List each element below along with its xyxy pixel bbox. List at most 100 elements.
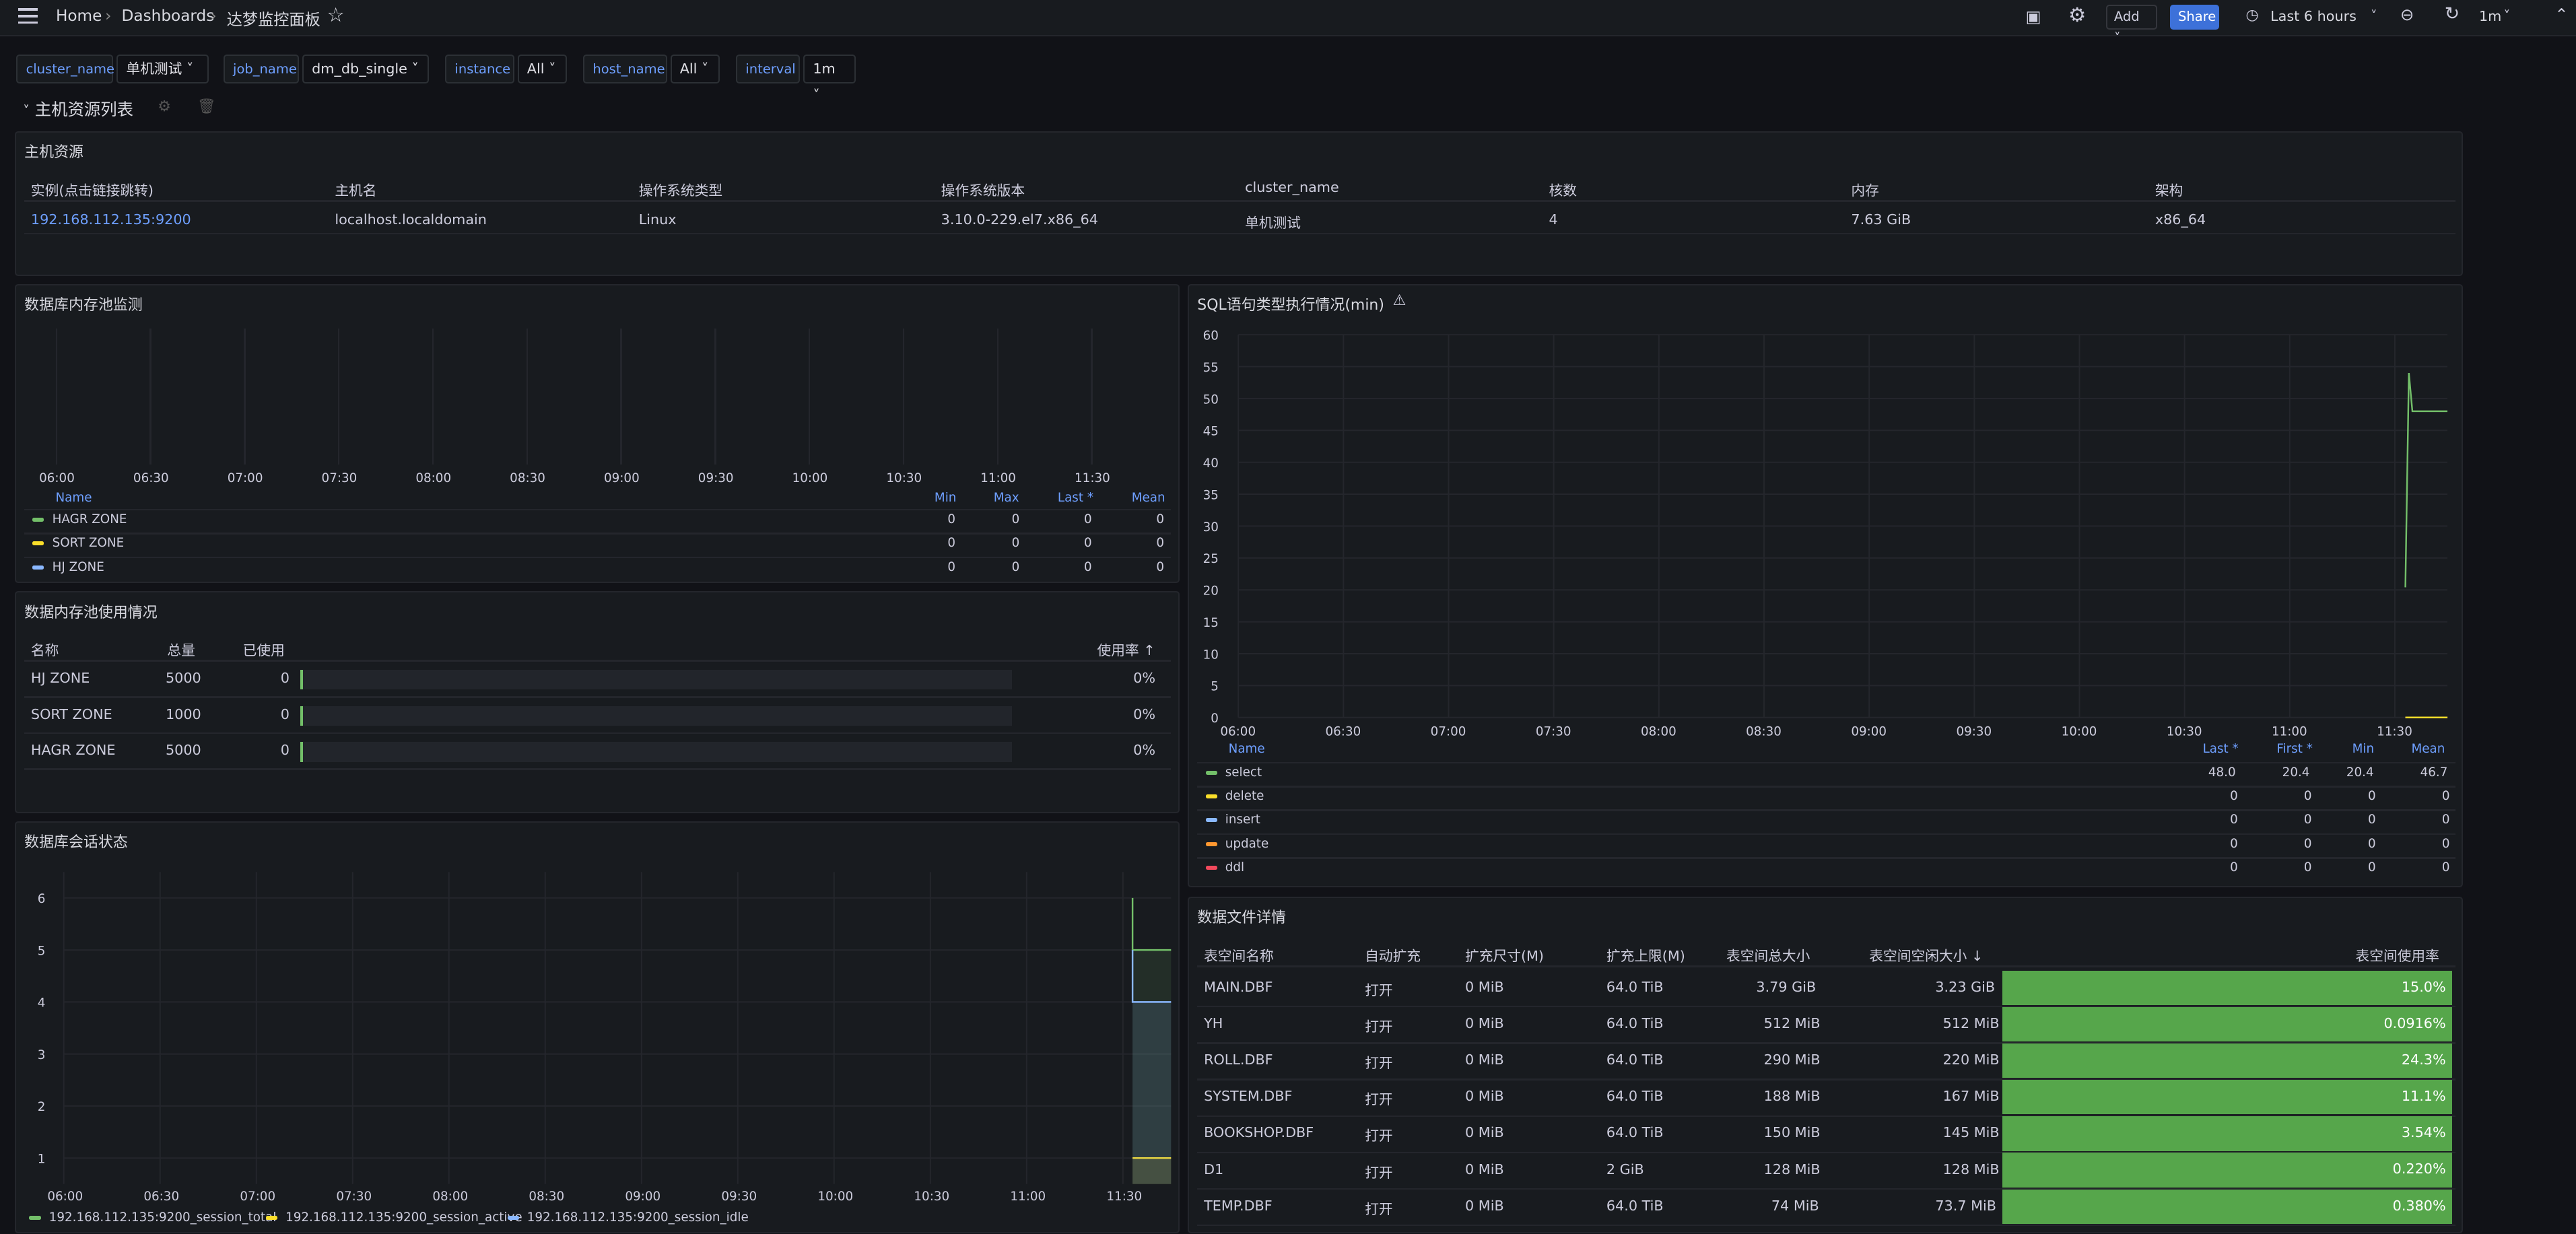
time-range-picker[interactable]: Last 6 hours: [2270, 8, 2357, 25]
x-tick-label: 06:30: [143, 1190, 179, 1204]
legend-value-min: 0: [947, 536, 956, 551]
legend-name: 192.168.112.135:9200_session_total: [48, 1210, 277, 1225]
legend-item[interactable]: HJ ZONE: [32, 560, 1171, 580]
row-header[interactable]: ˅ 主机资源列表: [23, 97, 133, 121]
column-header[interactable]: 表空间使用率: [2355, 947, 2439, 964]
session-chart[interactable]: 6 5 4 3 2 1 06:00 06:30 07:00 07:30 08:00 08:30 09:0…: [16, 823, 1181, 1234]
host-resource-panel: 主机资源 实例(点击链接跳转) 主机名 操作系统类型 操作系统版本 cluste…: [14, 131, 2463, 276]
legend-header-mean[interactable]: Mean: [2411, 742, 2445, 757]
refresh-interval-picker[interactable]: 1m: [2478, 8, 2502, 25]
row-divider: [1197, 833, 2456, 835]
legend-item[interactable]: delete: [1205, 789, 2454, 809]
column-header[interactable]: 主机名: [335, 182, 377, 199]
column-header[interactable]: 表空间空闲大小 ↓: [1869, 947, 1984, 964]
column-header[interactable]: 核数: [1549, 182, 1577, 199]
x-tick-label: 08:00: [415, 471, 452, 485]
column-header[interactable]: 扩充尺寸(M): [1465, 947, 1545, 964]
column-header[interactable]: 自动扩充: [1365, 947, 1421, 964]
chevron-down-icon[interactable]: ˅: [2503, 8, 2511, 24]
legend-value-last: 0: [2230, 813, 2238, 827]
legend-header-last[interactable]: Last *: [1057, 491, 1093, 506]
refresh-icon[interactable]: ↻: [2444, 3, 2460, 24]
series-area: [1132, 1158, 1172, 1184]
column-header[interactable]: 扩充上限(M): [1606, 947, 1685, 964]
star-icon[interactable]: ☆: [327, 3, 345, 26]
table-cell: 3.23 GiB: [1935, 978, 1996, 995]
column-header[interactable]: 表空间总大小: [1726, 947, 1810, 964]
var-select-job-name[interactable]: dm_db_single ˅: [302, 54, 429, 84]
table-cell: 0%: [1133, 706, 1156, 722]
column-header[interactable]: 操作系统版本: [941, 182, 1025, 199]
legend-name: 192.168.112.135:9200_session_active: [285, 1210, 522, 1225]
legend-header-min[interactable]: Min: [2352, 742, 2375, 757]
grid-line: [526, 328, 528, 465]
chevron-down-icon[interactable]: ˅: [2370, 8, 2377, 24]
legend-item[interactable]: update: [1205, 836, 2454, 856]
column-header[interactable]: 名称: [30, 642, 59, 658]
table-cell: 单机测试: [1245, 215, 1301, 232]
legend-value-last: 0: [1083, 559, 1092, 574]
var-select-host-name[interactable]: All ˅: [670, 54, 720, 84]
column-header[interactable]: 总量: [167, 642, 195, 658]
legend-item[interactable]: 192.168.112.135:9200_session_total: [29, 1210, 276, 1225]
legend-header-first[interactable]: First *: [2276, 742, 2313, 757]
share-button[interactable]: Share: [2170, 5, 2220, 30]
legend-value-min: 0: [947, 559, 956, 574]
var-select-instance[interactable]: All ˅: [517, 54, 567, 84]
legend-item[interactable]: select: [1205, 765, 2454, 785]
row-settings-icon[interactable]: ⚙: [158, 98, 171, 116]
breadcrumb-home[interactable]: Home: [55, 6, 102, 25]
grid-line: [149, 328, 151, 465]
settings-icon[interactable]: ⚙: [2068, 3, 2087, 26]
legend-item[interactable]: SORT ZONE: [32, 536, 1171, 555]
column-header[interactable]: 使用率 ↑: [1097, 642, 1155, 658]
menu-icon[interactable]: [18, 7, 38, 24]
var-label-cluster-name: cluster_name: [16, 54, 114, 84]
legend-header-min[interactable]: Min: [934, 491, 957, 506]
legend-header-name[interactable]: Name: [1228, 742, 1265, 757]
column-header[interactable]: 操作系统类型: [638, 182, 723, 199]
legend-name: update: [1225, 836, 1269, 851]
column-header[interactable]: 实例(点击链接跳转): [30, 182, 154, 199]
table-cell: 73.7 MiB: [1935, 1197, 1996, 1214]
legend-header-name[interactable]: Name: [55, 491, 92, 506]
var-select-interval[interactable]: 1m ˅: [803, 54, 856, 103]
row-delete-icon[interactable]: 🗑: [197, 98, 216, 116]
legend-item[interactable]: HAGR ZONE: [32, 512, 1171, 532]
y-tick-label: 5: [38, 944, 46, 958]
x-tick-label: 08:30: [1746, 725, 1782, 739]
column-header[interactable]: 架构: [2155, 182, 2183, 199]
add-button[interactable]: Add ˅: [2106, 5, 2157, 46]
column-header[interactable]: cluster_name: [1245, 178, 1339, 195]
legend-header-last[interactable]: Last *: [2202, 742, 2239, 757]
column-header[interactable]: 内存: [1851, 182, 1879, 199]
y-tick-label: 6: [38, 892, 46, 906]
legend-item[interactable]: 192.168.112.135:9200_session_active: [265, 1210, 522, 1225]
table-cell: 64.0 TiB: [1606, 1124, 1664, 1141]
breadcrumb-dashboards[interactable]: Dashboards: [121, 6, 215, 25]
zoom-out-icon[interactable]: ⊖: [2400, 5, 2414, 25]
legend-name: HJ ZONE: [52, 559, 104, 574]
legend-item[interactable]: ddl: [1205, 860, 2454, 880]
save-icon[interactable]: ▣: [2025, 6, 2041, 26]
warning-icon[interactable]: ⚠: [1392, 292, 1406, 309]
column-header[interactable]: 已使用: [242, 642, 285, 658]
legend-header-max[interactable]: Max: [993, 491, 1019, 506]
column-header[interactable]: 表空间名称: [1204, 947, 1274, 964]
series-line: [1131, 897, 1172, 951]
instance-link[interactable]: 192.168.112.135:9200: [30, 211, 191, 228]
legend-header-mean[interactable]: Mean: [1131, 491, 1165, 506]
legend-item[interactable]: insert: [1205, 813, 2454, 832]
y-tick-label: 40: [1203, 456, 1219, 471]
legend-item[interactable]: 192.168.112.135:9200_session_idle: [507, 1210, 749, 1225]
usage-rate-cell: 0.0916%: [2002, 1006, 2453, 1041]
legend-value-min: 0: [947, 512, 956, 526]
y-tick-label: 60: [1203, 329, 1219, 343]
grid-line: [432, 328, 434, 465]
usage-gauge-fill: [300, 742, 303, 762]
table-cell: 打开: [1365, 1128, 1393, 1144]
var-select-cluster-name[interactable]: 单机测试 ˅: [116, 54, 209, 84]
series-line: [1131, 950, 1172, 1003]
collapse-icon[interactable]: ⌃: [2554, 5, 2569, 25]
